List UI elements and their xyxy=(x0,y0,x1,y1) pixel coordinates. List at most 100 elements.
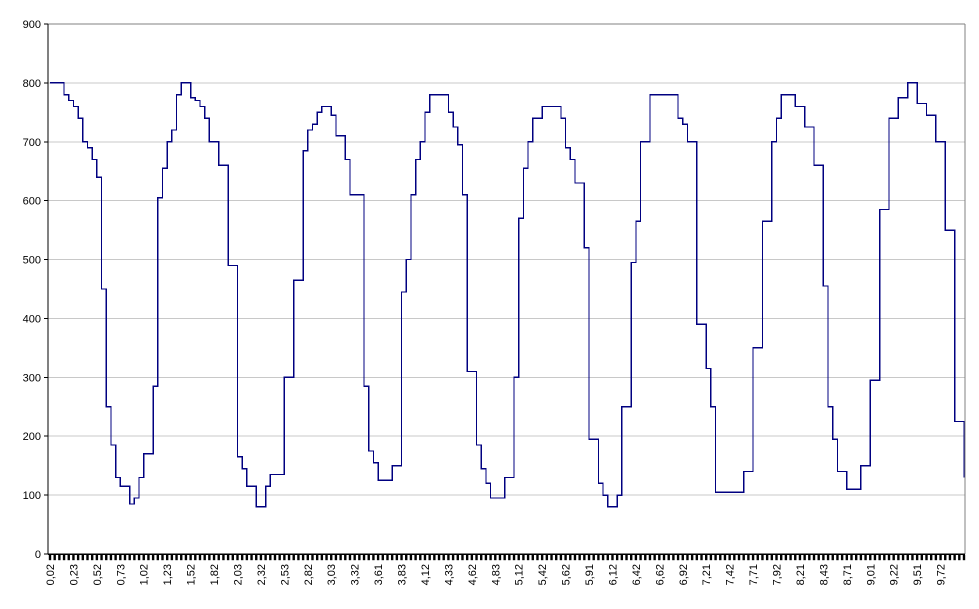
x-tick-label: 0,73 xyxy=(115,564,127,585)
x-axis-tick xyxy=(733,554,736,561)
x-axis-tick xyxy=(864,554,867,561)
x-axis-tick xyxy=(409,554,413,561)
x-axis-tick xyxy=(442,554,445,561)
x-axis-tick xyxy=(72,554,75,561)
x-axis-tick xyxy=(850,554,853,561)
x-tick-label: 5,62 xyxy=(561,564,573,585)
x-axis-tick xyxy=(962,554,966,561)
x-axis-tick xyxy=(297,554,300,561)
x-axis-tick xyxy=(372,554,375,561)
x-axis-tick xyxy=(920,554,924,561)
x-axis-tick xyxy=(226,554,230,561)
x-tick-label: 1,82 xyxy=(209,564,221,585)
x-axis-tick xyxy=(662,554,666,561)
x-axis-tick xyxy=(456,554,459,561)
x-axis-tick xyxy=(934,554,938,561)
y-tick-label: 200 xyxy=(23,431,41,443)
x-axis-tick xyxy=(925,554,928,561)
x-axis-tick xyxy=(330,554,333,561)
x-axis-tick xyxy=(161,554,164,561)
x-axis-tick xyxy=(367,554,370,561)
x-axis-tick xyxy=(653,554,656,561)
x-axis-tick xyxy=(719,554,722,561)
x-axis-tick xyxy=(569,554,572,561)
x-axis-tick xyxy=(883,554,886,561)
x-axis-tick xyxy=(128,554,131,561)
x-axis-tick xyxy=(869,554,872,561)
x-axis-tick xyxy=(498,554,502,561)
x-axis-tick xyxy=(208,554,211,561)
x-axis-tick xyxy=(780,554,783,561)
x-axis-tick xyxy=(578,554,581,561)
x-axis-tick xyxy=(222,554,225,561)
x-axis-tick xyxy=(306,554,309,561)
x-axis-tick xyxy=(648,554,652,561)
x-axis-tick xyxy=(428,554,431,561)
x-tick-label: 2,03 xyxy=(232,564,244,585)
x-axis-tick xyxy=(109,554,113,561)
x-axis-tick xyxy=(826,554,830,561)
x-axis-tick xyxy=(273,554,277,561)
x-tick-label: 2,32 xyxy=(256,564,268,585)
x-axis-tick xyxy=(90,554,94,561)
x-axis-tick xyxy=(311,554,314,561)
x-axis-tick xyxy=(100,554,103,561)
x-axis-tick xyxy=(822,554,825,561)
x-axis-tick xyxy=(747,554,750,561)
x-axis-tick xyxy=(203,554,206,561)
x-axis-tick xyxy=(62,554,66,561)
x-tick-label: 3,32 xyxy=(350,564,362,585)
x-tick-label: 3,61 xyxy=(373,564,385,585)
x-axis-tick xyxy=(794,554,797,561)
x-axis-tick xyxy=(550,554,553,561)
x-axis-tick xyxy=(423,554,427,561)
x-axis-tick xyxy=(250,554,253,561)
x-axis-tick xyxy=(395,554,399,561)
x-axis-tick xyxy=(217,554,220,561)
x-tick-label: 2,53 xyxy=(279,564,291,585)
x-axis-tick xyxy=(625,554,628,561)
x-axis-tick xyxy=(526,554,530,561)
x-axis-tick xyxy=(695,554,699,561)
x-axis-tick xyxy=(836,554,839,561)
x-axis-tick xyxy=(808,554,811,561)
x-tick-label: 5,42 xyxy=(537,564,549,585)
x-axis-tick xyxy=(728,554,731,561)
x-axis-tick xyxy=(489,554,492,561)
x-axis-tick xyxy=(405,554,408,561)
x-axis-tick xyxy=(301,554,305,561)
x-axis-tick xyxy=(583,554,586,561)
x-axis-tick xyxy=(644,554,647,561)
x-tick-label: 8,43 xyxy=(818,564,830,585)
x-axis-tick xyxy=(315,554,319,561)
x-axis-tick xyxy=(597,554,600,561)
x-tick-label: 3,83 xyxy=(397,564,409,585)
x-axis-tick xyxy=(714,554,717,561)
x-tick-label: 6,12 xyxy=(607,564,619,585)
x-axis-tick xyxy=(751,554,755,561)
x-tick-label: 0,02 xyxy=(45,564,57,585)
x-axis-tick xyxy=(451,554,455,561)
x-tick-label: 8,71 xyxy=(842,564,854,585)
y-tick-label: 100 xyxy=(23,490,41,502)
x-tick-label: 1,23 xyxy=(162,564,174,585)
x-axis-tick xyxy=(592,554,595,561)
x-axis-tick xyxy=(53,554,56,561)
y-tick-label: 800 xyxy=(23,78,41,90)
x-axis-tick xyxy=(287,554,291,561)
x-axis-tick xyxy=(690,554,694,561)
x-axis-tick xyxy=(789,554,792,561)
x-axis-tick xyxy=(433,554,436,561)
x-axis-tick xyxy=(231,554,234,561)
x-axis-tick xyxy=(86,554,89,561)
x-axis-tick xyxy=(798,554,802,561)
x-axis-tick xyxy=(929,554,933,561)
x-axis-tick xyxy=(390,554,394,561)
x-axis-tick xyxy=(522,554,525,561)
x-tick-label: 4,83 xyxy=(490,564,502,585)
x-axis-tick xyxy=(283,554,286,561)
x-axis-tick xyxy=(840,554,844,561)
x-axis-tick xyxy=(386,554,389,561)
x-axis-tick xyxy=(756,554,759,561)
